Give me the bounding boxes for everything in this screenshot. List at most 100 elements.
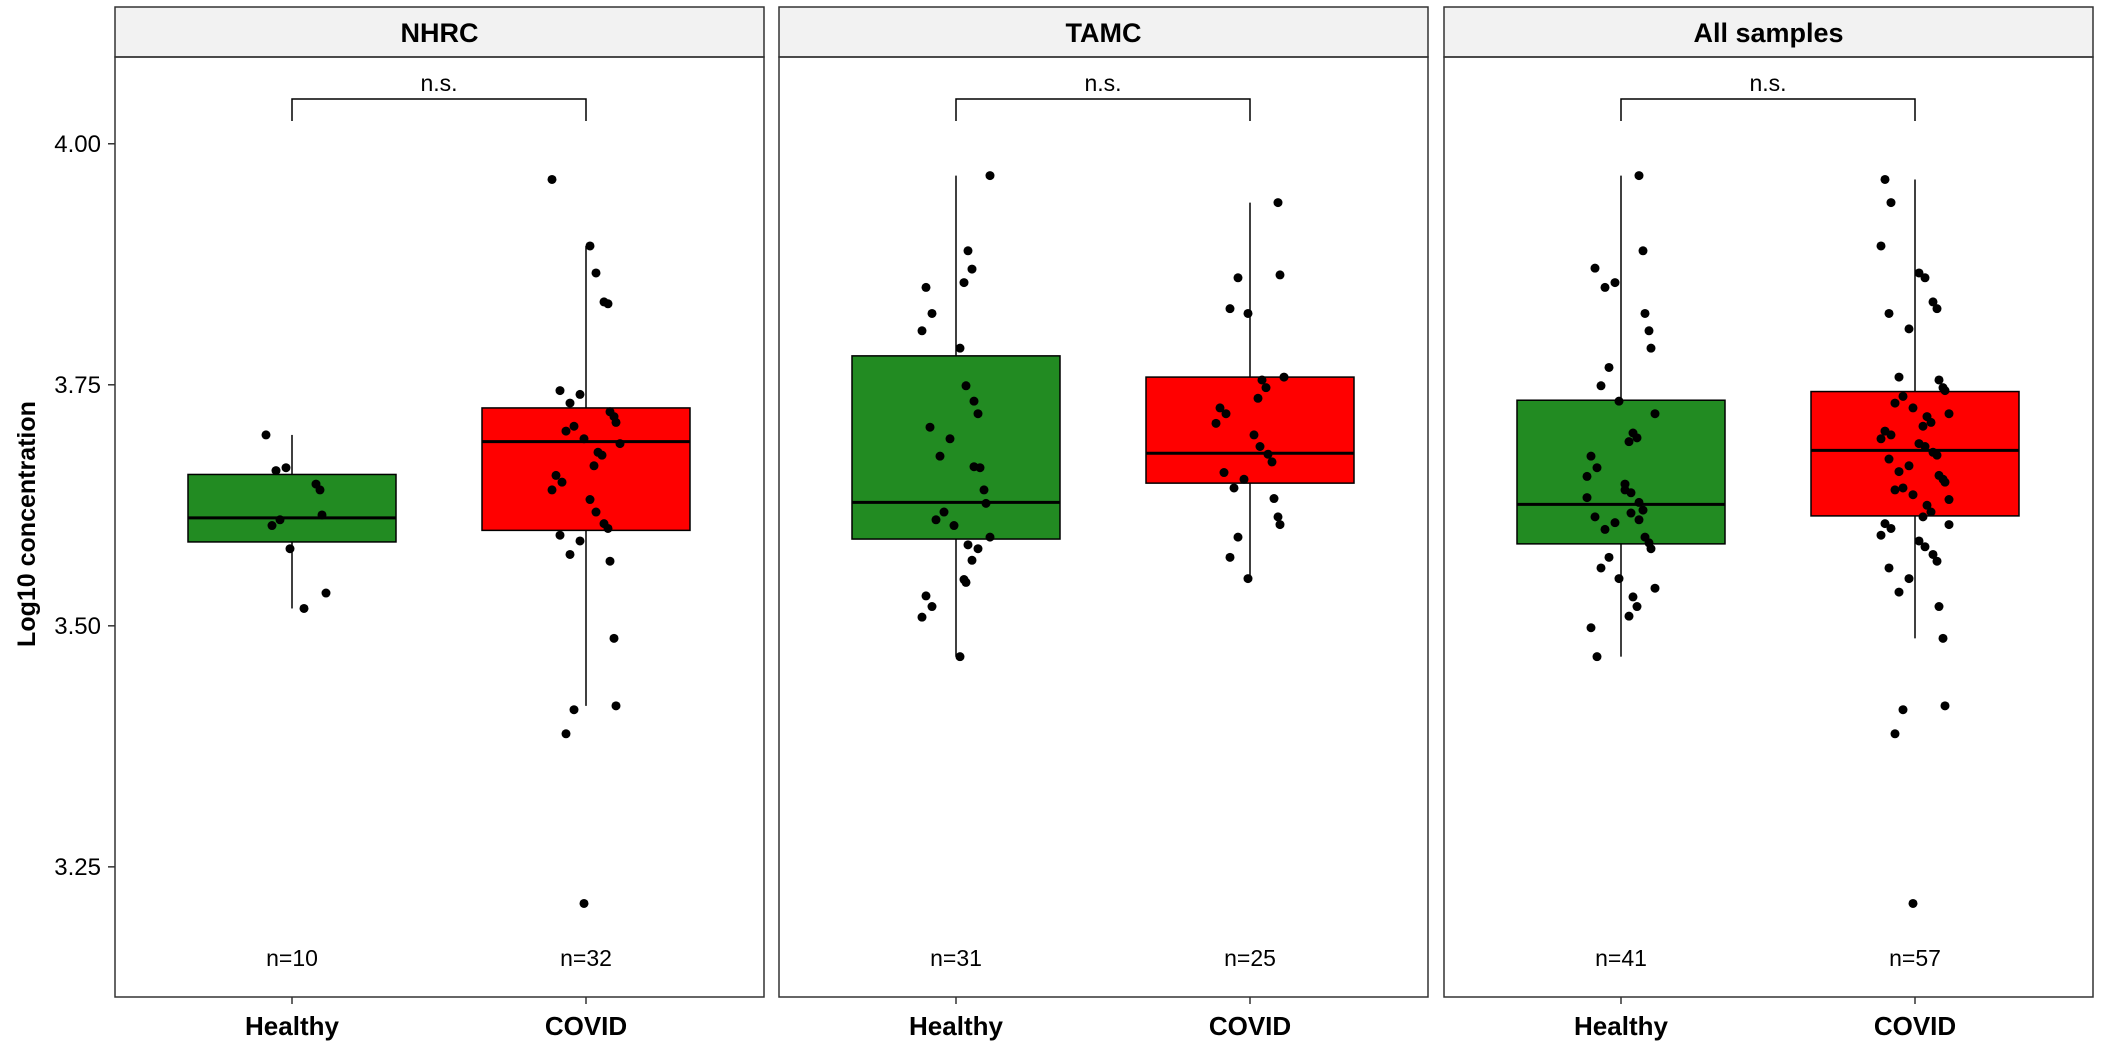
data-point <box>565 398 575 408</box>
data-point <box>1898 391 1908 401</box>
data-point <box>985 532 995 542</box>
facet-nhrc: NHRC n.s. n=10 Healthy n=32 COVID <box>114 6 765 1041</box>
data-point <box>547 485 557 495</box>
data-point <box>1590 512 1600 522</box>
data-point <box>1614 574 1624 584</box>
data-point <box>1894 467 1904 477</box>
facet-tamc: TAMC n.s. n=31 Healthy n=25 COVID <box>778 6 1429 1041</box>
facet-strip <box>114 6 765 58</box>
data-point <box>945 434 955 444</box>
data-point <box>555 530 565 540</box>
data-point <box>1890 729 1900 739</box>
data-point <box>1940 386 1950 396</box>
data-point <box>959 278 969 288</box>
data-point <box>1890 485 1900 495</box>
data-point <box>1920 441 1930 451</box>
y-tick-label: 3.25 <box>54 854 101 881</box>
data-point <box>569 705 579 715</box>
x-tick-label: COVID <box>545 1011 627 1041</box>
data-point <box>1233 532 1243 542</box>
data-point <box>1592 652 1602 662</box>
data-point <box>927 308 937 318</box>
n-label: n=10 <box>266 945 318 971</box>
facet-title: NHRC <box>401 18 479 48</box>
data-point <box>1634 515 1644 525</box>
data-point <box>575 389 585 399</box>
data-point <box>1928 549 1938 559</box>
x-tick-label: Healthy <box>1574 1011 1668 1041</box>
data-point <box>1586 623 1596 633</box>
data-point <box>561 729 571 739</box>
data-point <box>1634 171 1644 181</box>
data-point <box>961 381 971 391</box>
y-axis: 3.25 3.50 3.75 4.00 <box>54 131 115 881</box>
data-point <box>1932 450 1942 460</box>
data-point <box>1918 512 1928 522</box>
x-tick-label: COVID <box>1874 1011 1956 1041</box>
data-point <box>955 652 965 662</box>
data-point <box>917 326 927 336</box>
data-point <box>1632 602 1642 612</box>
data-point <box>1646 544 1656 554</box>
x-tick-label: COVID <box>1209 1011 1291 1041</box>
data-point <box>547 174 557 184</box>
data-point <box>1261 383 1271 393</box>
data-point <box>927 602 937 612</box>
data-point <box>1638 246 1648 256</box>
data-point <box>1596 381 1606 391</box>
data-point <box>555 386 565 396</box>
data-point <box>1940 701 1950 711</box>
data-point <box>1221 409 1231 419</box>
data-point <box>1908 403 1918 413</box>
facet-panel <box>1443 56 2094 998</box>
data-point <box>1604 552 1614 562</box>
data-point <box>1914 536 1924 546</box>
data-point <box>261 430 271 440</box>
group-healthy: n=31 Healthy <box>851 171 1061 1041</box>
data-point <box>1275 270 1285 280</box>
data-point <box>1267 457 1277 467</box>
data-point <box>1894 372 1904 382</box>
group-healthy: n=41 Healthy <box>1516 171 1726 1041</box>
data-point <box>963 246 973 256</box>
data-point <box>1596 563 1606 573</box>
facet-title: All samples <box>1693 18 1843 48</box>
data-point <box>925 422 935 432</box>
data-point <box>1263 449 1273 459</box>
data-point <box>1904 461 1914 471</box>
facet-panel <box>778 56 1429 998</box>
y-tick-label: 3.50 <box>54 613 101 640</box>
data-point <box>1940 477 1950 487</box>
data-point <box>985 171 995 181</box>
group-covid: n=32 COVID <box>481 174 691 1041</box>
data-point <box>1944 409 1954 419</box>
data-point <box>561 426 571 436</box>
data-point <box>1600 524 1610 534</box>
data-point <box>317 510 327 520</box>
data-point <box>1918 421 1928 431</box>
data-point <box>961 577 971 587</box>
data-point <box>579 434 589 444</box>
data-point <box>611 417 621 427</box>
data-point <box>267 521 277 531</box>
data-point <box>935 451 945 461</box>
data-point <box>1928 297 1938 307</box>
data-point <box>1880 519 1890 529</box>
data-point <box>1275 520 1285 530</box>
data-point <box>1273 512 1283 522</box>
data-point <box>1626 508 1636 518</box>
data-point <box>299 603 309 613</box>
data-point <box>1898 705 1908 715</box>
data-point <box>1582 471 1592 481</box>
data-point <box>939 507 949 517</box>
data-point <box>1215 403 1225 413</box>
data-point <box>1243 308 1253 318</box>
data-point <box>1876 241 1886 251</box>
data-point <box>917 612 927 622</box>
data-point <box>921 282 931 292</box>
data-point <box>1600 282 1610 292</box>
data-point <box>1920 273 1930 283</box>
data-point <box>1610 278 1620 288</box>
data-point <box>275 515 285 525</box>
data-point <box>1614 396 1624 406</box>
